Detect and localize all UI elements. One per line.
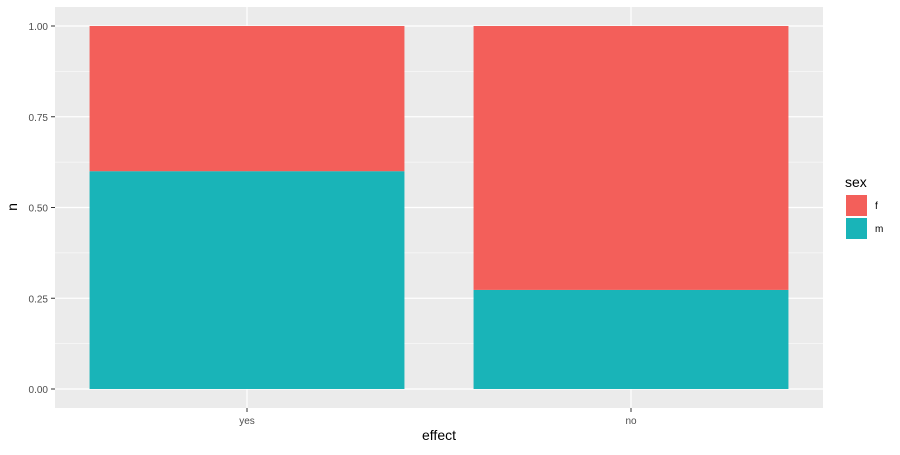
legend-title: sex bbox=[845, 174, 867, 190]
x-tick-label: no bbox=[625, 416, 637, 427]
x-axis: yes no bbox=[239, 408, 637, 427]
y-tick-label: 1.00 bbox=[29, 22, 49, 33]
y-tick-label: 0.75 bbox=[29, 113, 49, 124]
y-tick-label: 0.50 bbox=[29, 204, 49, 215]
y-tick-label: 0.25 bbox=[29, 294, 49, 305]
bar-f-yes bbox=[89, 26, 405, 172]
legend-key-m bbox=[846, 218, 867, 239]
x-axis-title: effect bbox=[422, 427, 456, 443]
y-axis: 0.00 0.25 0.50 0.75 1.00 bbox=[29, 22, 55, 396]
bar-f-no bbox=[473, 26, 789, 290]
bars bbox=[89, 26, 789, 389]
bar-m-no bbox=[473, 289, 789, 389]
legend-key-f bbox=[846, 195, 867, 216]
y-axis-title: n bbox=[4, 203, 20, 211]
y-tick-label: 0.00 bbox=[29, 385, 49, 396]
x-tick-label: yes bbox=[239, 416, 255, 427]
legend-label-f: f bbox=[875, 201, 878, 212]
legend-items: fm bbox=[846, 195, 883, 239]
bar-m-yes bbox=[89, 171, 405, 389]
legend: sex fm bbox=[845, 174, 883, 239]
legend-label-m: m bbox=[875, 224, 883, 235]
